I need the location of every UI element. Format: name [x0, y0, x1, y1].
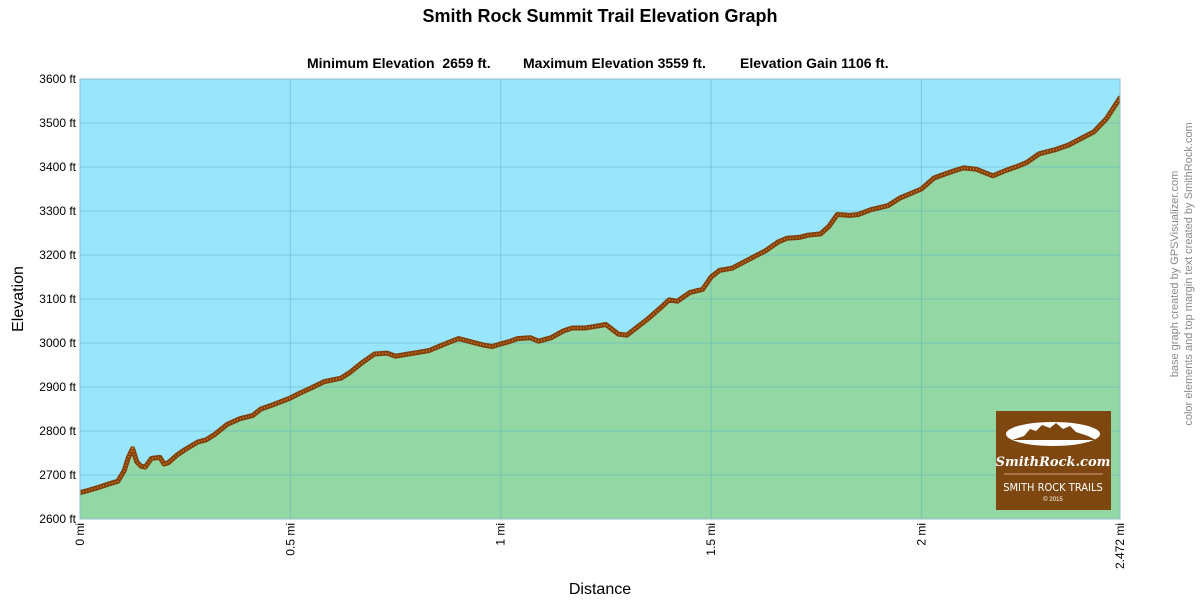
- y-tick-label: 2800 ft: [39, 424, 76, 438]
- credits: base graph created by GPSVisualizer.com …: [1169, 122, 1195, 425]
- subtitle-max-elevation: Maximum Elevation 3559 ft.: [523, 55, 706, 71]
- y-tick-label: 3400 ft: [39, 160, 76, 174]
- y-tick-label: 3300 ft: [39, 204, 76, 218]
- y-tick-label: 3000 ft: [39, 336, 76, 350]
- subtitle-min-elevation: Minimum Elevation 2659 ft.: [307, 55, 491, 71]
- x-tick-label: 2.472 mi: [1113, 523, 1127, 569]
- y-tick-label: 3200 ft: [39, 248, 76, 262]
- smithrock-logo: SmithRock.com SMITH ROCK TRAILS © 2015: [996, 411, 1111, 510]
- subtitle-elevation-gain: Elevation Gain 1106 ft.: [740, 55, 889, 71]
- chart-title: Smith Rock Summit Trail Elevation Graph: [422, 6, 777, 26]
- chart-subtitle: Minimum Elevation 2659 ft. Maximum Eleva…: [307, 55, 889, 71]
- logo-line2: © 2015: [1043, 496, 1063, 503]
- logo-brand: SmithRock.com: [996, 455, 1111, 470]
- x-tick-label: 0 mi: [73, 523, 87, 546]
- y-tick-label: 3600 ft: [39, 72, 76, 86]
- x-axis-label: Distance: [569, 581, 631, 598]
- grid-lines: [80, 79, 1120, 519]
- y-tick-label: 2600 ft: [39, 512, 76, 526]
- logo-line1: SMITH ROCK TRAILS: [1003, 481, 1103, 494]
- y-tick-label: 2900 ft: [39, 380, 76, 394]
- logo-rock-silhouette-icon: [1012, 423, 1096, 440]
- x-tick-label: 0.5 mi: [283, 523, 297, 556]
- plot-border: [79, 78, 1121, 520]
- x-tick-label: 1.5 mi: [704, 523, 718, 556]
- x-tick-label: 2 mi: [914, 523, 928, 546]
- elevation-area-layer: [80, 97, 1120, 519]
- elevation-line: [80, 95, 1120, 496]
- y-tick-label: 3100 ft: [39, 292, 76, 306]
- y-tick-label: 2700 ft: [39, 468, 76, 482]
- x-axis-ticks: 0 mi 0.5 mi 1 mi 1.5 mi 2 mi 2.472 mi: [73, 523, 1127, 569]
- y-axis-ticks: 2600 ft 2700 ft 2800 ft 2900 ft 3000 ft 3100 …: [39, 72, 76, 526]
- elevation-line-layer: [80, 95, 1120, 496]
- elevation-area: [80, 97, 1120, 519]
- x-tick-label: 1 mi: [494, 523, 508, 546]
- credit-line1: base graph created by GPSVisualizer.com: [1169, 171, 1181, 377]
- y-axis-label: Elevation: [10, 266, 27, 332]
- credit-line2: color elements and top margin text creat…: [1183, 122, 1195, 425]
- y-tick-label: 3500 ft: [39, 116, 76, 130]
